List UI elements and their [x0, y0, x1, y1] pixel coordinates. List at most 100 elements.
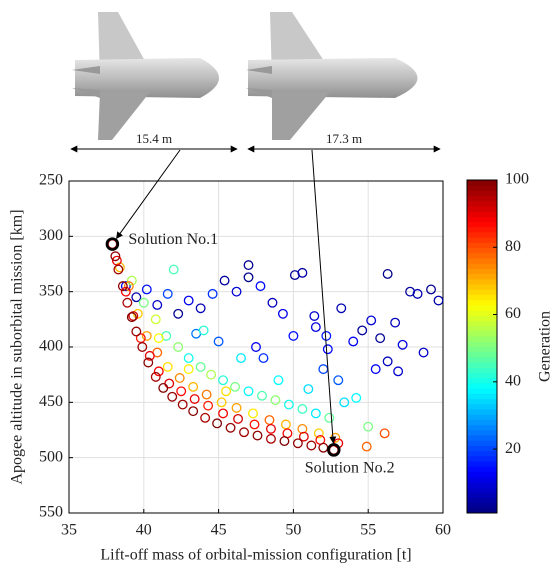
- point: [131, 326, 142, 337]
- point: [236, 353, 246, 364]
- point: [143, 357, 154, 368]
- colorbar-tick-label: 100: [505, 171, 529, 188]
- colorbar-swatch: [467, 455, 497, 462]
- point: [162, 361, 173, 372]
- colorbar-tick-label: 40: [505, 372, 521, 389]
- point: [239, 427, 249, 438]
- point: [363, 421, 374, 432]
- colorbar-swatch: [467, 466, 497, 472]
- point: [390, 317, 401, 328]
- colorbar-swatch: [467, 346, 497, 353]
- point: [126, 312, 137, 323]
- point: [120, 286, 131, 297]
- point: [168, 264, 179, 275]
- point: [277, 308, 288, 319]
- colorbar-swatch: [467, 206, 497, 212]
- colorbar-swatch: [467, 403, 497, 410]
- colorbar-swatch: [467, 336, 497, 342]
- point: [153, 366, 164, 377]
- colorbar-swatch: [467, 299, 497, 306]
- colorbar-label: Generation: [537, 311, 554, 382]
- colorbar-swatch: [467, 497, 497, 504]
- point: [173, 342, 184, 352]
- colorbar-swatch: [467, 341, 497, 347]
- colorbar-swatch: [467, 252, 497, 259]
- point: [279, 436, 290, 447]
- point: [212, 418, 223, 429]
- y-axis-label: Apogee altitude in suborbital mission [k…: [9, 209, 26, 484]
- aircraft-2: [246, 12, 418, 140]
- x-axis-label: Lift-off mass of orbital-mission configu…: [100, 547, 411, 564]
- point: [393, 366, 404, 377]
- point: [267, 297, 278, 308]
- point: [114, 262, 125, 273]
- point: [306, 440, 317, 451]
- point: [216, 397, 227, 408]
- colorbar-swatch: [467, 190, 497, 197]
- point: [225, 422, 236, 433]
- colorbar-swatch: [467, 434, 497, 441]
- colorbar-swatch: [467, 330, 497, 337]
- colorbar-swatch: [467, 440, 497, 446]
- point: [339, 397, 350, 408]
- colorbar-swatch: [467, 195, 497, 202]
- colorbar-swatch: [467, 492, 497, 498]
- plot-frame: [68, 180, 444, 514]
- colorbar-swatch: [467, 408, 497, 415]
- x-tick-label: 50: [285, 522, 301, 539]
- colorbar-swatch: [467, 315, 497, 321]
- point: [162, 288, 173, 299]
- colorbar-swatch: [467, 356, 497, 363]
- point: [183, 353, 194, 364]
- point: [233, 413, 243, 424]
- point: [164, 378, 175, 389]
- colorbar-swatch: [467, 377, 497, 384]
- point: [219, 275, 230, 286]
- colorbar-swatch: [467, 258, 497, 264]
- point: [273, 375, 284, 386]
- y-tick-label: 250: [39, 172, 63, 189]
- point: [206, 369, 217, 380]
- point: [412, 288, 423, 299]
- point: [243, 386, 254, 397]
- x-tick-label: 35: [61, 522, 77, 539]
- annotation-label: Solution No.2: [305, 460, 395, 477]
- point: [195, 361, 206, 372]
- point: [313, 428, 324, 439]
- point: [221, 386, 232, 397]
- point: [297, 404, 308, 414]
- point: [158, 382, 169, 393]
- point: [426, 284, 436, 295]
- colorbar-swatch: [467, 284, 497, 290]
- point: [322, 344, 333, 355]
- point: [131, 292, 142, 303]
- y-tick-label: 550: [39, 504, 63, 521]
- point: [310, 408, 321, 419]
- point: [144, 350, 155, 361]
- colorbar-swatch: [467, 180, 497, 186]
- annotation-arrow: [311, 149, 337, 444]
- point: [366, 315, 377, 326]
- point: [122, 297, 133, 308]
- colorbar-swatch: [467, 268, 497, 275]
- point: [177, 399, 188, 410]
- point: [174, 373, 185, 383]
- point: [280, 419, 291, 430]
- colorbar-tick-label: 20: [505, 440, 521, 457]
- colorbar-swatch: [467, 320, 497, 327]
- point: [361, 441, 372, 452]
- point: [283, 399, 294, 410]
- point: [218, 408, 229, 419]
- colorbar-swatch: [467, 429, 497, 436]
- point: [318, 442, 329, 453]
- colorbar-swatch: [467, 289, 497, 295]
- point: [189, 394, 200, 404]
- point: [176, 386, 187, 397]
- solution-marker: [327, 443, 341, 457]
- colorbar-swatch: [467, 200, 497, 207]
- point: [195, 303, 206, 314]
- point: [309, 311, 320, 321]
- colorbar-swatch: [467, 273, 497, 280]
- point: [298, 431, 309, 442]
- colorbar-swatch: [467, 460, 497, 467]
